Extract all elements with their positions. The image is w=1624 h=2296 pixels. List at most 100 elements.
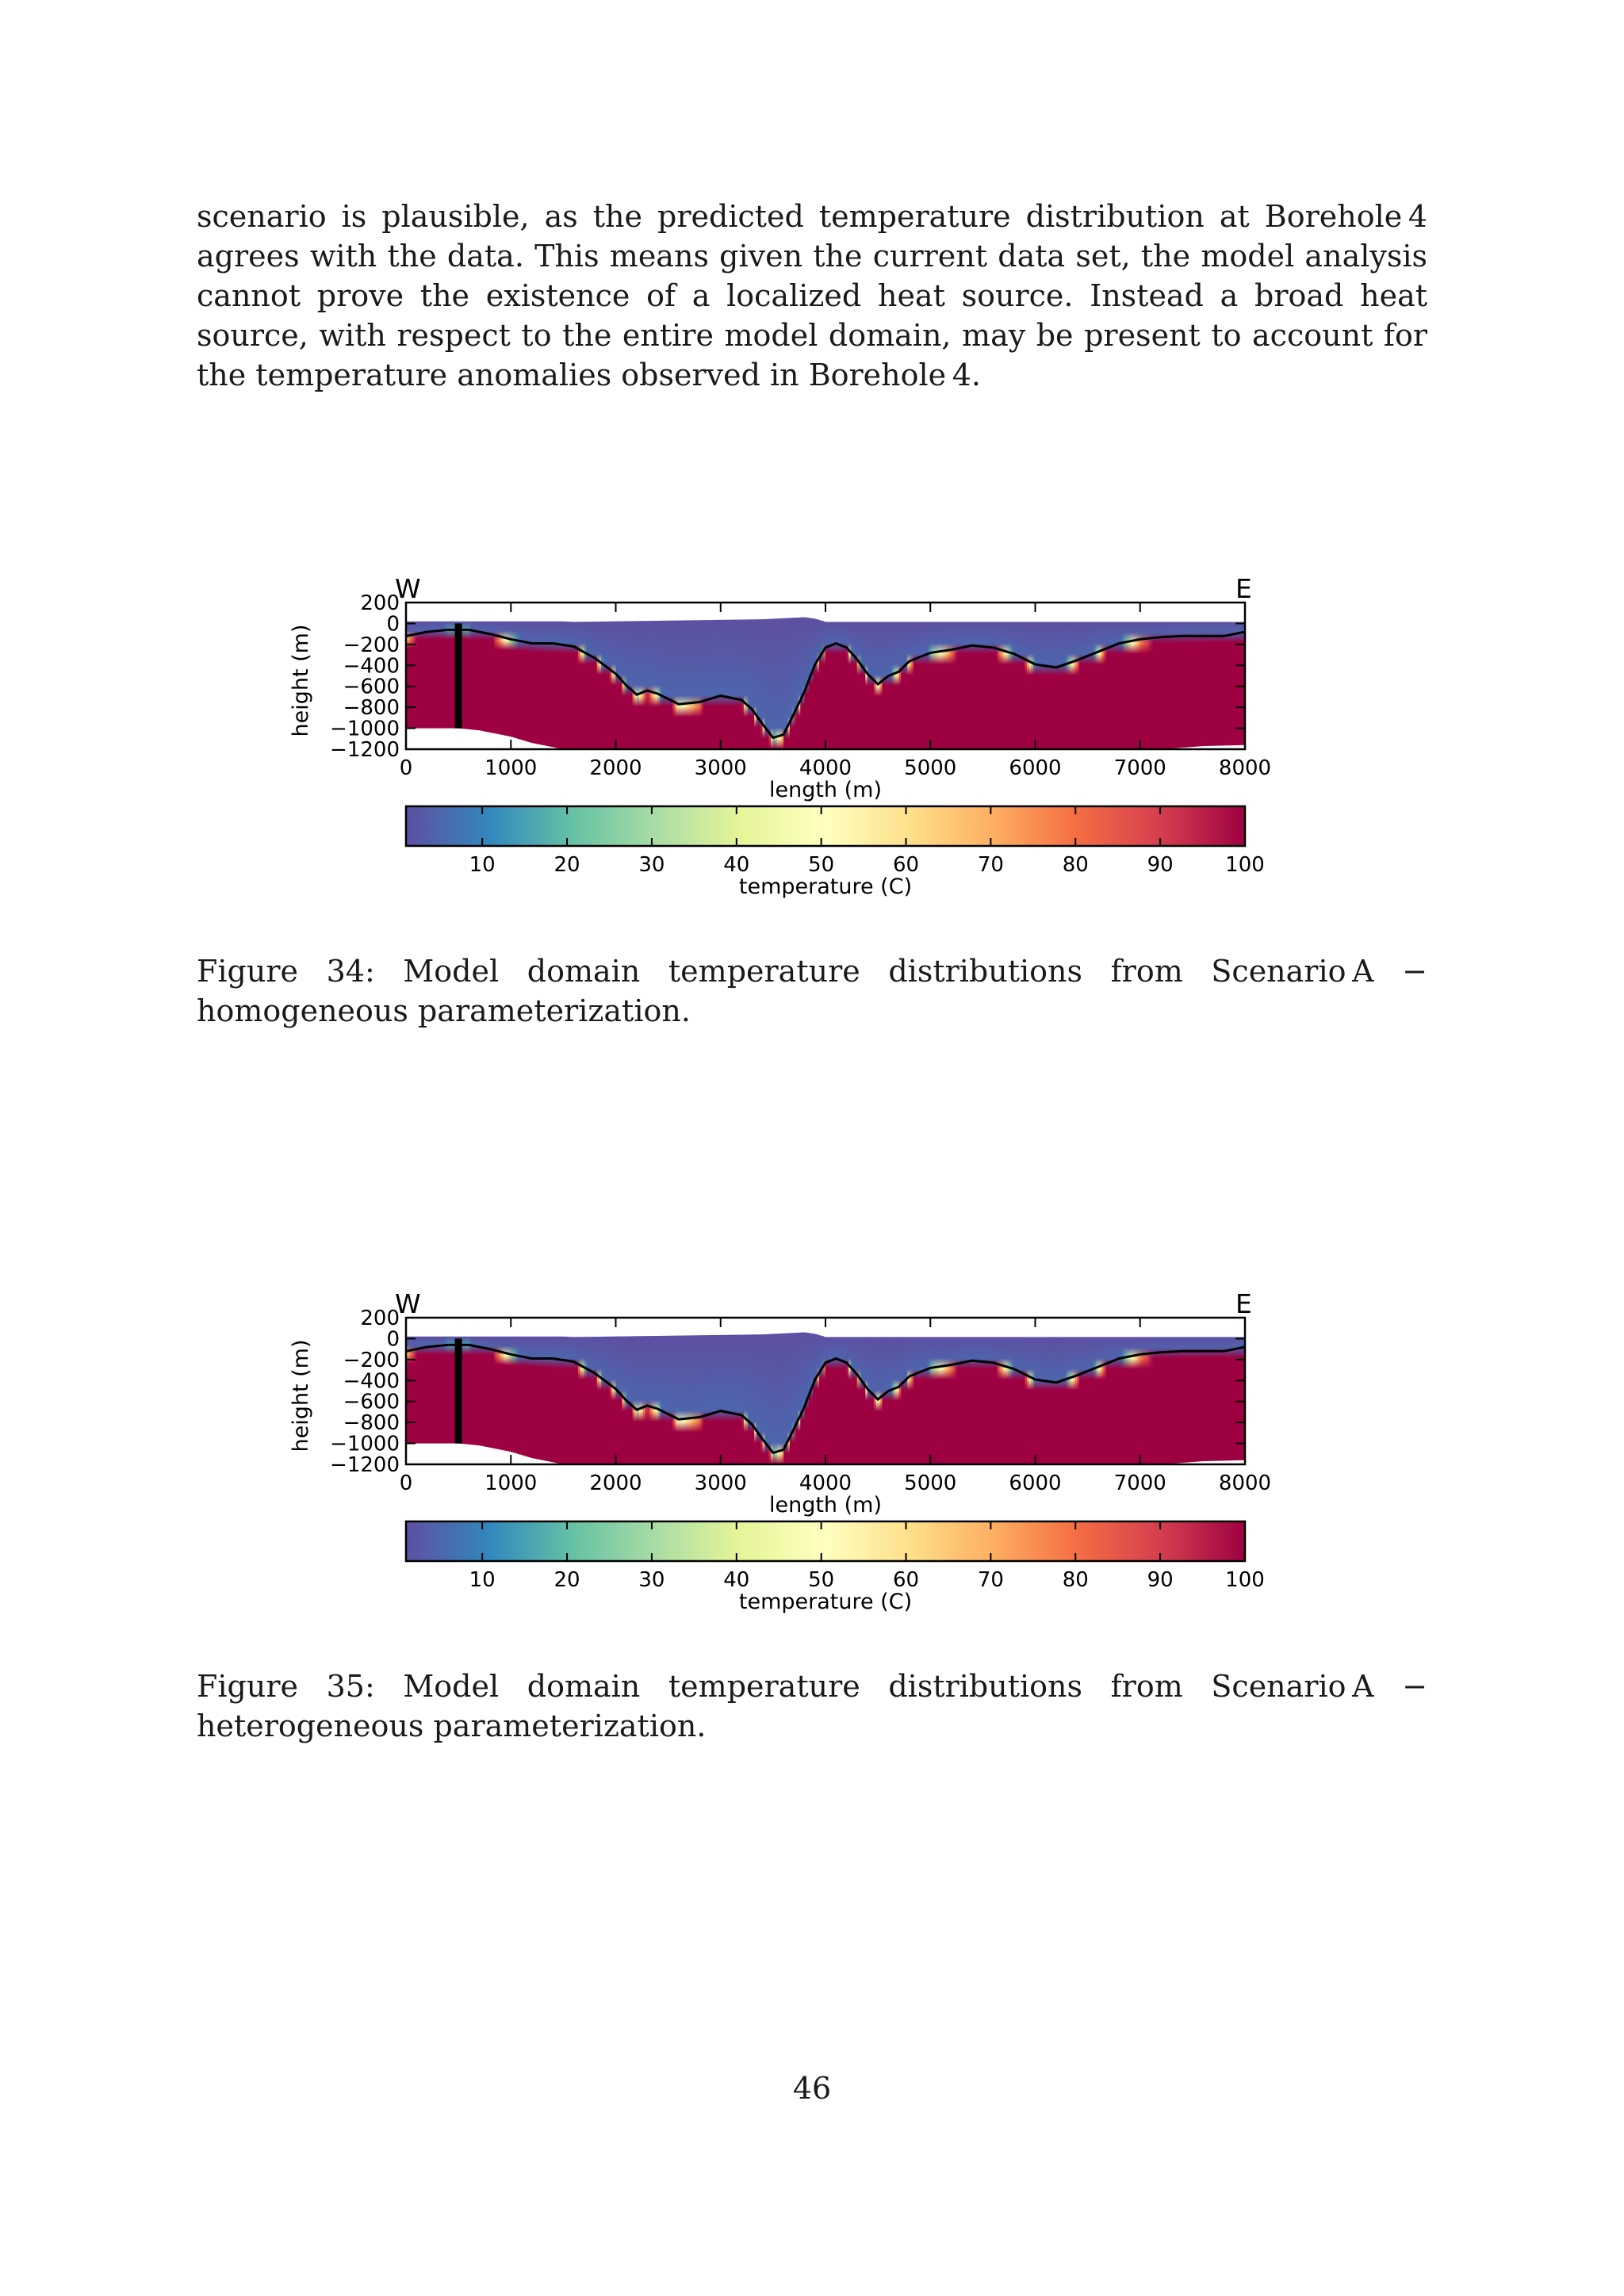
heatmap-cell [1097, 622, 1101, 749]
heatmap-cell [576, 622, 579, 749]
heatmap-cell [819, 1335, 822, 1464]
heatmap-cell [827, 1337, 830, 1464]
heatmap-cell [1129, 622, 1132, 749]
figure-0-heatmap [406, 617, 1246, 749]
heatmap-cell [729, 1334, 732, 1464]
heatmap-cell [592, 1337, 596, 1464]
heatmap-cell [1127, 1337, 1131, 1464]
heatmap-cell [695, 1335, 699, 1464]
heatmap-cell [1224, 1337, 1227, 1461]
y-tick-label: −200 [343, 633, 400, 657]
heatmap-cell [590, 622, 593, 749]
colorbar-tick-label: 80 [1063, 853, 1089, 877]
colorbar-tick-label: 70 [978, 853, 1004, 877]
heatmap-cell [435, 1336, 439, 1444]
heatmap-cell [907, 1337, 910, 1464]
heatmap-cell [553, 1336, 556, 1463]
heatmap-cell [779, 618, 783, 749]
heatmap-cell [548, 1336, 552, 1462]
heatmap-cell [814, 1334, 818, 1464]
heatmap-cell [840, 622, 843, 749]
heatmap-cell [1150, 622, 1154, 749]
heatmap-cell [651, 1336, 654, 1464]
colorbar-tick-label: 40 [723, 853, 749, 877]
heatmap-cell [867, 1337, 871, 1464]
x-tick-label: 6000 [1009, 756, 1061, 780]
heatmap-cell [483, 1336, 487, 1447]
heatmap-cell [955, 1337, 959, 1464]
heatmap-cell [949, 1337, 952, 1464]
heatmap-cell [949, 622, 952, 749]
heatmap-cell [911, 1337, 914, 1464]
heatmap-cell [492, 1336, 495, 1448]
page-number: 46 [792, 2071, 832, 2106]
heatmap-cell [1090, 622, 1093, 749]
heatmap-cell [668, 1335, 671, 1464]
heatmap-cell [1003, 622, 1007, 749]
heatmap-cell [1197, 1337, 1200, 1462]
heatmap-cell [924, 622, 927, 749]
heatmap-cell [1109, 622, 1112, 749]
heatmap-cell [989, 622, 992, 749]
heatmap-cell [475, 1336, 478, 1445]
heatmap-cell [559, 621, 562, 749]
heatmap-cell [1156, 622, 1160, 749]
heatmap-cell [1201, 1337, 1204, 1462]
heatmap-cell [856, 622, 860, 749]
heatmap-cell [452, 621, 455, 729]
heatmap-cell [540, 621, 543, 745]
heatmap-cell [1039, 622, 1043, 749]
heatmap-cell [842, 1337, 845, 1464]
heatmap-cell [504, 621, 508, 736]
heatmap-cell [634, 1336, 638, 1464]
heatmap-cell [414, 1336, 417, 1444]
colorbar-tick-label: 10 [469, 853, 496, 877]
heatmap-cell [450, 621, 453, 729]
x-axis-label: length (m) [769, 778, 882, 802]
heatmap-cell [1127, 622, 1131, 749]
heatmap-cell [525, 1336, 528, 1457]
heatmap-cell [660, 620, 663, 749]
heatmap-cell [990, 1337, 994, 1464]
heatmap-cell [848, 1337, 852, 1464]
heatmap-cell [974, 1337, 978, 1464]
heatmap-cell [605, 621, 608, 749]
heatmap-cell [972, 1337, 975, 1464]
colorbar-label: temperature (C) [739, 874, 912, 899]
heatmap-cell [898, 622, 902, 749]
heatmap-cell [764, 1334, 768, 1464]
heatmap-cell [836, 1337, 839, 1464]
heatmap-cell [772, 1334, 776, 1464]
heatmap-cell [1104, 1337, 1108, 1464]
heatmap-cell [779, 1334, 783, 1464]
heatmap-cell [1148, 1337, 1151, 1464]
heatmap-cell [655, 1336, 658, 1464]
heatmap-cell [1085, 622, 1089, 749]
heatmap-cell [869, 1337, 872, 1464]
heatmap-cell [725, 1334, 728, 1464]
heatmap-cell [882, 622, 885, 749]
heatmap-cell [980, 1337, 983, 1464]
heatmap-cell [628, 621, 631, 749]
heatmap-cell [1068, 1337, 1072, 1464]
heatmap-cell [1155, 622, 1158, 749]
heatmap-cell [716, 619, 719, 749]
heatmap-cell [1146, 1337, 1149, 1464]
figure-34-caption: Figure 34: Model domain temperature dist… [197, 951, 1427, 1031]
heatmap-cell [1184, 1337, 1187, 1463]
heatmap-cell [665, 620, 669, 749]
heatmap-cell [655, 621, 658, 749]
heatmap-cell [1005, 1337, 1009, 1464]
heatmap-cell [508, 621, 511, 737]
heatmap-cell [855, 1337, 858, 1464]
heatmap-cell [1132, 1337, 1135, 1464]
heatmap-cell [1060, 622, 1063, 749]
heatmap-cell [693, 620, 696, 749]
heatmap-cell [605, 1336, 608, 1464]
heatmap-cell [1123, 622, 1126, 749]
heatmap-cell [831, 1337, 835, 1464]
heatmap-cell [1192, 1337, 1196, 1462]
heatmap-cell [825, 622, 829, 749]
heatmap-cell [974, 622, 978, 749]
heatmap-cell [1221, 1337, 1225, 1461]
